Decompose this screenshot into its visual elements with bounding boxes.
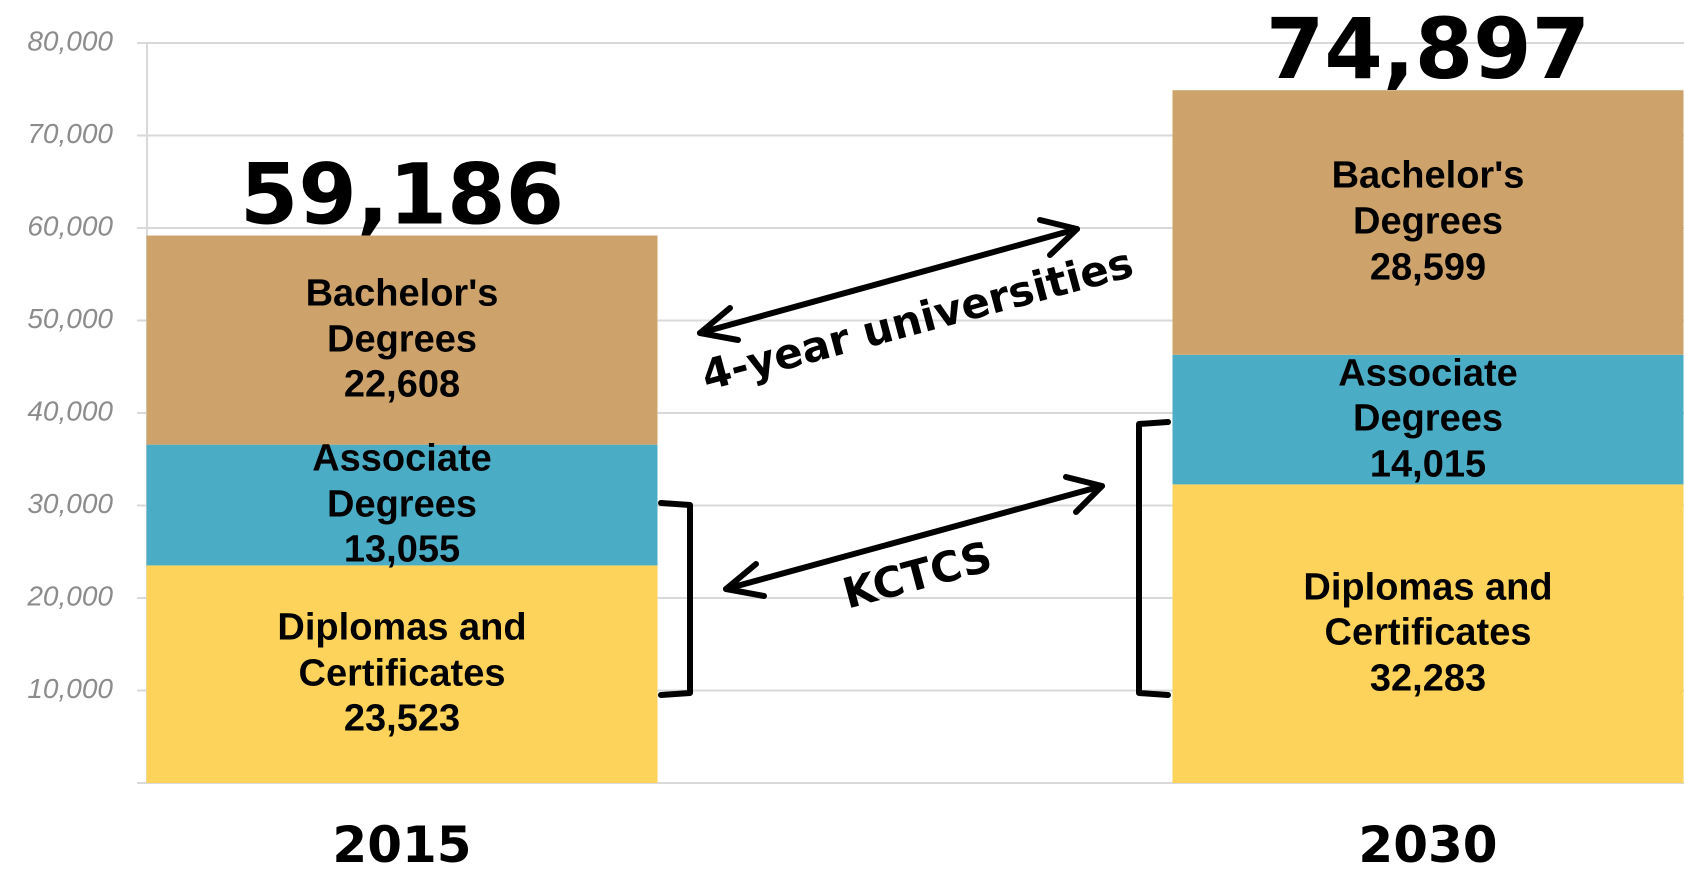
- arrow: [697, 226, 1080, 336]
- series-name: Bachelor's Degrees: [1331, 155, 1525, 243]
- series-name: Diplomas and Certificates: [277, 606, 527, 695]
- bars: [146, 90, 1684, 783]
- bracket: [1136, 419, 1171, 698]
- bar-segment: [1172, 90, 1684, 355]
- value-label: 28,599: [1369, 246, 1487, 289]
- bar-segment: [146, 565, 658, 783]
- y-tick-label: 60,000: [27, 210, 113, 241]
- y-tick-label: 70,000: [27, 118, 113, 149]
- value-label: 14,015: [1369, 443, 1487, 486]
- value-label: 13,055: [343, 528, 461, 571]
- bar-segment: [146, 444, 658, 566]
- segment-label: Associate Degrees 13,055: [252, 437, 552, 574]
- arrow-head: [1063, 474, 1105, 515]
- value-label: 23,523: [343, 698, 461, 740]
- series-name: Associate Degrees: [1338, 352, 1518, 440]
- bar-segment: [1172, 354, 1684, 485]
- total-label: 59,186: [240, 146, 564, 244]
- segment-label: Bachelor's Degrees 22,608: [252, 272, 552, 409]
- segment-label: Diplomas and Certificates 32,283: [1278, 565, 1578, 702]
- bracket: [658, 500, 693, 698]
- annotations-shapes: [658, 217, 1171, 698]
- arrow: [723, 483, 1105, 592]
- arrow-head: [1037, 217, 1080, 258]
- bar-segment: [146, 235, 658, 445]
- series-name: Associate Degrees: [312, 437, 492, 526]
- arrow-head: [723, 561, 767, 599]
- arrow-head: [697, 305, 741, 343]
- annotation: KCTCS: [837, 532, 996, 619]
- x-tick-label: 2015: [332, 816, 471, 869]
- value-label: 32,283: [1369, 657, 1487, 700]
- segment-label: Diplomas and Certificates 23,523: [252, 606, 552, 743]
- y-tick-label: 80,000: [27, 25, 113, 56]
- y-tick-label: 10,000: [27, 673, 113, 704]
- series-name: Bachelor's Degrees: [305, 272, 499, 361]
- y-tick-label: 40,000: [27, 395, 113, 426]
- segment-label: Associate Degrees 14,015: [1278, 351, 1578, 488]
- bar-segment: [1172, 484, 1684, 783]
- y-tick-label: 30,000: [27, 488, 113, 519]
- y-tick-label: 50,000: [27, 303, 113, 334]
- x-tick-label: 2030: [1358, 816, 1497, 869]
- y-tick-label: 20,000: [26, 580, 113, 611]
- total-label: 74,897: [1266, 0, 1590, 98]
- segment-label: Bachelor's Degrees 28,599: [1278, 154, 1578, 291]
- value-label: 22,608: [343, 363, 461, 406]
- annotation: 4-year universities: [696, 238, 1138, 400]
- series-name: Diplomas and Certificates: [1303, 566, 1553, 654]
